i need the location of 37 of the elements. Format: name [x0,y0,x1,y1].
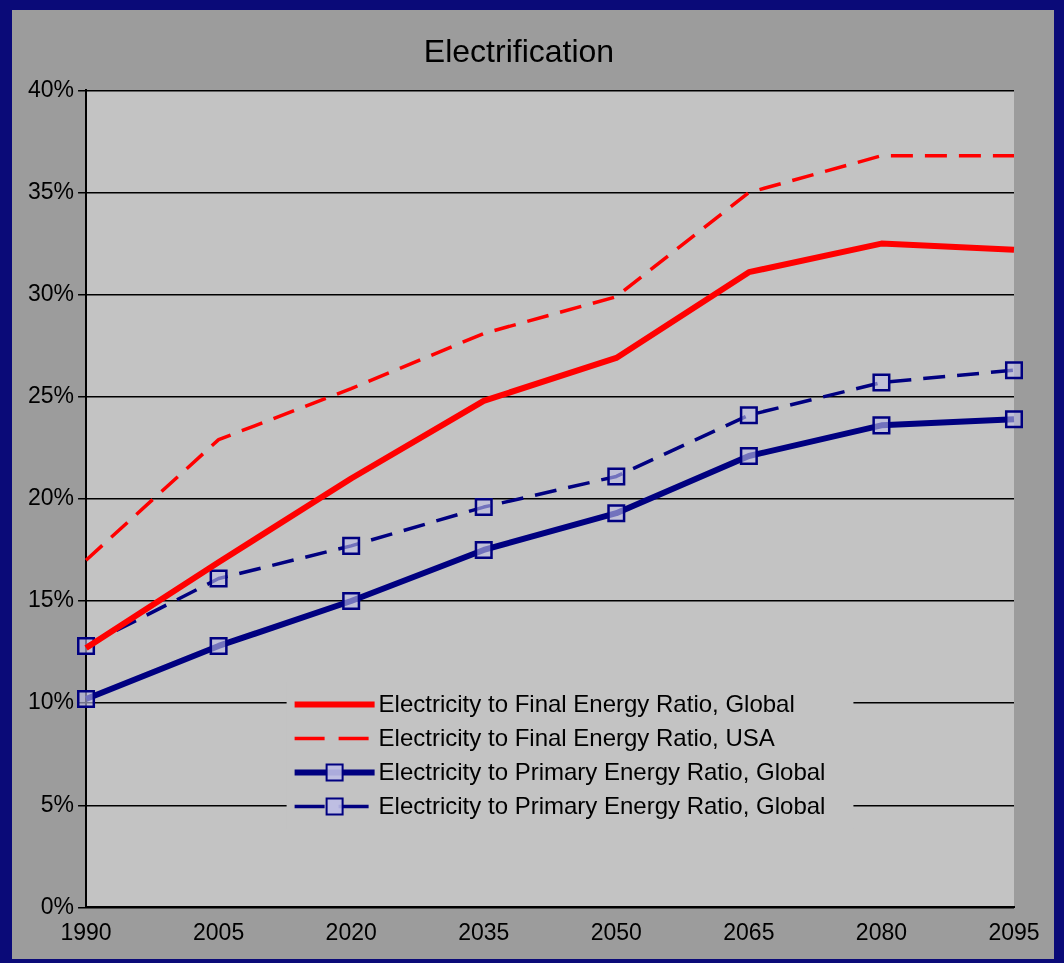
point [1004,361,1024,380]
x-tick-label: 1990 [60,918,112,945]
x-tick-label: 2095 [988,918,1040,945]
x-tick-label: 2065 [723,918,775,945]
point [607,504,626,523]
y-tick-label: 5% [40,790,75,817]
point [1004,410,1024,429]
point [474,498,493,517]
y-tick-label: 30% [27,279,75,306]
x-tick-label: 2020 [325,918,377,945]
legend-label: Electricity to Final Energy Ratio, Global [378,690,795,718]
legend-label: Electricity to Final Energy Ratio, USA [378,724,775,752]
chart-title: Electrification [423,33,615,70]
point [739,446,758,466]
point [872,373,891,392]
x-tick-label: 2050 [590,918,642,945]
legend-label: Electricity to Primary Energy Ratio, Global [378,792,826,820]
point [342,536,361,555]
y-tick-label: 20% [27,484,75,511]
point [739,406,758,425]
point [607,467,626,486]
point [209,636,228,655]
legend-label: Electricity to Primary Energy Ratio, Global [378,758,826,786]
y-tick-label: 0% [40,892,75,919]
x-tick-label: 2005 [193,918,245,945]
y-tick-label: 35% [27,177,75,204]
point [474,540,493,559]
y-tick-label: 40% [27,75,75,102]
point [209,569,228,588]
point [77,690,96,709]
x-tick-label: 2080 [855,918,908,945]
point [342,592,361,611]
point [872,416,891,435]
y-tick-label: 25% [27,382,75,409]
x-tick-label: 2035 [458,918,510,945]
y-tick-label: 15% [27,586,75,613]
y-tick-label: 10% [27,688,75,715]
